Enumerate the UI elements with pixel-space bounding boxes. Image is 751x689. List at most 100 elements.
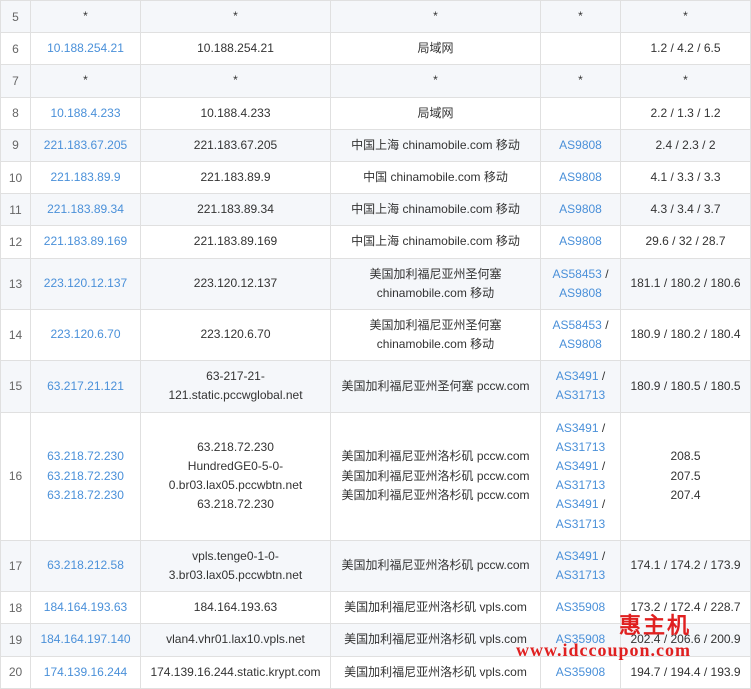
hop-cell: 13: [1, 258, 31, 309]
as-cell: AS3491 / AS31713: [541, 361, 621, 412]
as-cell-line: AS58453 / AS9808: [545, 316, 616, 354]
host-cell: 174.139.16.244.static.krypt.com: [141, 656, 331, 688]
loc-cell-line: 美国加利福尼亚州洛杉矶 pccw.com: [335, 467, 536, 486]
rtt-cell-line: 1.2 / 4.2 / 6.5: [625, 39, 746, 58]
ip-cell: *: [31, 65, 141, 97]
loc-cell-line: 美国加利福尼亚州洛杉矶 vpls.com: [335, 598, 536, 617]
rtt-cell: 180.9 / 180.2 / 180.4: [621, 309, 751, 360]
host-cell-line: *: [145, 71, 326, 90]
loc-cell: 中国上海 chinamobile.com 移动: [331, 226, 541, 258]
as-cell-link[interactable]: AS35908: [556, 632, 605, 646]
loc-cell-line: 美国加利福尼亚州圣何塞 pccw.com: [335, 377, 536, 396]
ip-cell-link[interactable]: 223.120.6.70: [50, 327, 120, 341]
host-cell: *: [141, 65, 331, 97]
ip-cell-link[interactable]: 174.139.16.244: [44, 665, 127, 679]
as-cell-link[interactable]: AS31713: [556, 478, 605, 492]
ip-cell: 10.188.254.21: [31, 33, 141, 65]
table-row: 1763.218.212.58vpls.tenge0-1-0-3.br03.la…: [1, 540, 751, 591]
as-cell: AS9808: [541, 129, 621, 161]
ip-cell-link[interactable]: 10.188.4.233: [50, 106, 120, 120]
as-cell-link[interactable]: AS31713: [556, 568, 605, 582]
rtt-cell-line: 180.9 / 180.5 / 180.5: [625, 377, 746, 396]
host-cell-line: 63.218.72.230: [145, 495, 326, 514]
hop-cell: 20: [1, 656, 31, 688]
loc-cell: 美国加利福尼亚州圣何塞 chinamobile.com 移动: [331, 258, 541, 309]
as-cell-link[interactable]: AS35908: [556, 600, 605, 614]
rtt-cell-line: 4.3 / 3.4 / 3.7: [625, 200, 746, 219]
as-cell-link[interactable]: AS35908: [556, 665, 605, 679]
table-row: 1563.217.21.12163-217-21-121.static.pccw…: [1, 361, 751, 412]
loc-cell: 局域网: [331, 97, 541, 129]
as-cell: AS9808: [541, 161, 621, 193]
as-cell-link[interactable]: AS3491: [556, 497, 599, 511]
ip-cell-link[interactable]: 184.164.197.140: [40, 632, 130, 646]
rtt-cell-line: *: [625, 71, 746, 90]
as-cell-link[interactable]: AS3491: [556, 421, 599, 435]
as-cell-link[interactable]: AS3491: [556, 459, 599, 473]
as-cell-link[interactable]: AS9808: [559, 286, 602, 300]
table-row: 19184.164.197.140vlan4.vhr01.lax10.vpls.…: [1, 624, 751, 656]
ip-cell-link[interactable]: 10.188.254.21: [47, 41, 124, 55]
loc-cell-line: 美国加利福尼亚州圣何塞 chinamobile.com 移动: [335, 265, 536, 303]
ip-cell-link[interactable]: 63.217.21.121: [47, 379, 124, 393]
as-cell-link[interactable]: AS58453: [552, 318, 601, 332]
as-cell-link[interactable]: AS9808: [559, 170, 602, 184]
ip-cell-line: 223.120.6.70: [35, 325, 136, 344]
rtt-cell-line: 173.2 / 172.4 / 228.7: [625, 598, 746, 617]
as-cell-link[interactable]: AS9808: [559, 138, 602, 152]
host-cell-line: 63-217-21-121.static.pccwglobal.net: [145, 367, 326, 405]
as-cell-line: AS9808: [545, 168, 616, 187]
ip-cell-line: *: [35, 7, 136, 26]
as-cell-link[interactable]: AS31713: [556, 388, 605, 402]
host-cell: 223.120.6.70: [141, 309, 331, 360]
ip-cell-link[interactable]: 221.183.89.34: [47, 202, 124, 216]
ip-cell-link[interactable]: 223.120.12.137: [44, 276, 127, 290]
as-cell-link[interactable]: AS9808: [559, 337, 602, 351]
ip-cell-line: 221.183.89.9: [35, 168, 136, 187]
loc-cell: 美国加利福尼亚州洛杉矶 vpls.com: [331, 624, 541, 656]
ip-cell-link[interactable]: 63.218.72.230: [47, 449, 124, 463]
as-cell-link[interactable]: AS3491: [556, 549, 599, 563]
hop-cell: 10: [1, 161, 31, 193]
as-cell-line: AS9808: [545, 200, 616, 219]
table-row: 11221.183.89.34221.183.89.34中国上海 chinamo…: [1, 194, 751, 226]
as-cell-line: *: [545, 71, 616, 90]
as-cell-link[interactable]: AS58453: [552, 267, 601, 281]
ip-cell: 221.183.89.169: [31, 226, 141, 258]
host-cell-line: 10.188.254.21: [145, 39, 326, 58]
host-cell-line: vpls.tenge0-1-0-3.br03.lax05.pccwbtn.net: [145, 547, 326, 585]
ip-cell-link[interactable]: 63.218.72.230: [47, 469, 124, 483]
as-cell-line: AS9808: [545, 136, 616, 155]
rtt-cell-line: 2.2 / 1.3 / 1.2: [625, 104, 746, 123]
as-cell-link[interactable]: AS9808: [559, 202, 602, 216]
ip-cell: 221.183.89.34: [31, 194, 141, 226]
table-row: 610.188.254.2110.188.254.21局域网1.2 / 4.2 …: [1, 33, 751, 65]
as-cell: *: [541, 1, 621, 33]
as-cell-link[interactable]: AS3491: [556, 369, 599, 383]
loc-cell-line: 美国加利福尼亚州洛杉矶 pccw.com: [335, 447, 536, 466]
ip-cell: 223.120.6.70: [31, 309, 141, 360]
ip-cell-link[interactable]: 221.183.89.9: [50, 170, 120, 184]
ip-cell-link[interactable]: 63.218.72.230: [47, 488, 124, 502]
loc-cell-line: 中国上海 chinamobile.com 移动: [335, 232, 536, 251]
rtt-cell-line: 207.4: [625, 486, 746, 505]
host-cell-line: 221.183.89.34: [145, 200, 326, 219]
as-cell-link[interactable]: AS31713: [556, 517, 605, 531]
as-cell-link[interactable]: AS31713: [556, 440, 605, 454]
ip-cell-link[interactable]: 184.164.193.63: [44, 600, 127, 614]
ip-cell-link[interactable]: 63.218.212.58: [47, 558, 124, 572]
as-cell-link[interactable]: AS9808: [559, 234, 602, 248]
ip-cell-line: 63.218.212.58: [35, 556, 136, 575]
loc-cell: 美国加利福尼亚州圣何塞 chinamobile.com 移动: [331, 309, 541, 360]
loc-cell-line: *: [335, 7, 536, 26]
ip-cell-link[interactable]: 221.183.67.205: [44, 138, 127, 152]
host-cell: vlan4.vhr01.lax10.vpls.net: [141, 624, 331, 656]
as-cell-line: AS3491 / AS31713: [545, 495, 616, 533]
loc-cell-line: 美国加利福尼亚州洛杉矶 pccw.com: [335, 486, 536, 505]
rtt-cell: 1.2 / 4.2 / 6.5: [621, 33, 751, 65]
ip-cell-link[interactable]: 221.183.89.169: [44, 234, 127, 248]
loc-cell-line: 中国 chinamobile.com 移动: [335, 168, 536, 187]
loc-cell-line: 局域网: [335, 104, 536, 123]
traceroute-table: 5*****610.188.254.2110.188.254.21局域网1.2 …: [0, 0, 751, 689]
host-cell: 10.188.254.21: [141, 33, 331, 65]
